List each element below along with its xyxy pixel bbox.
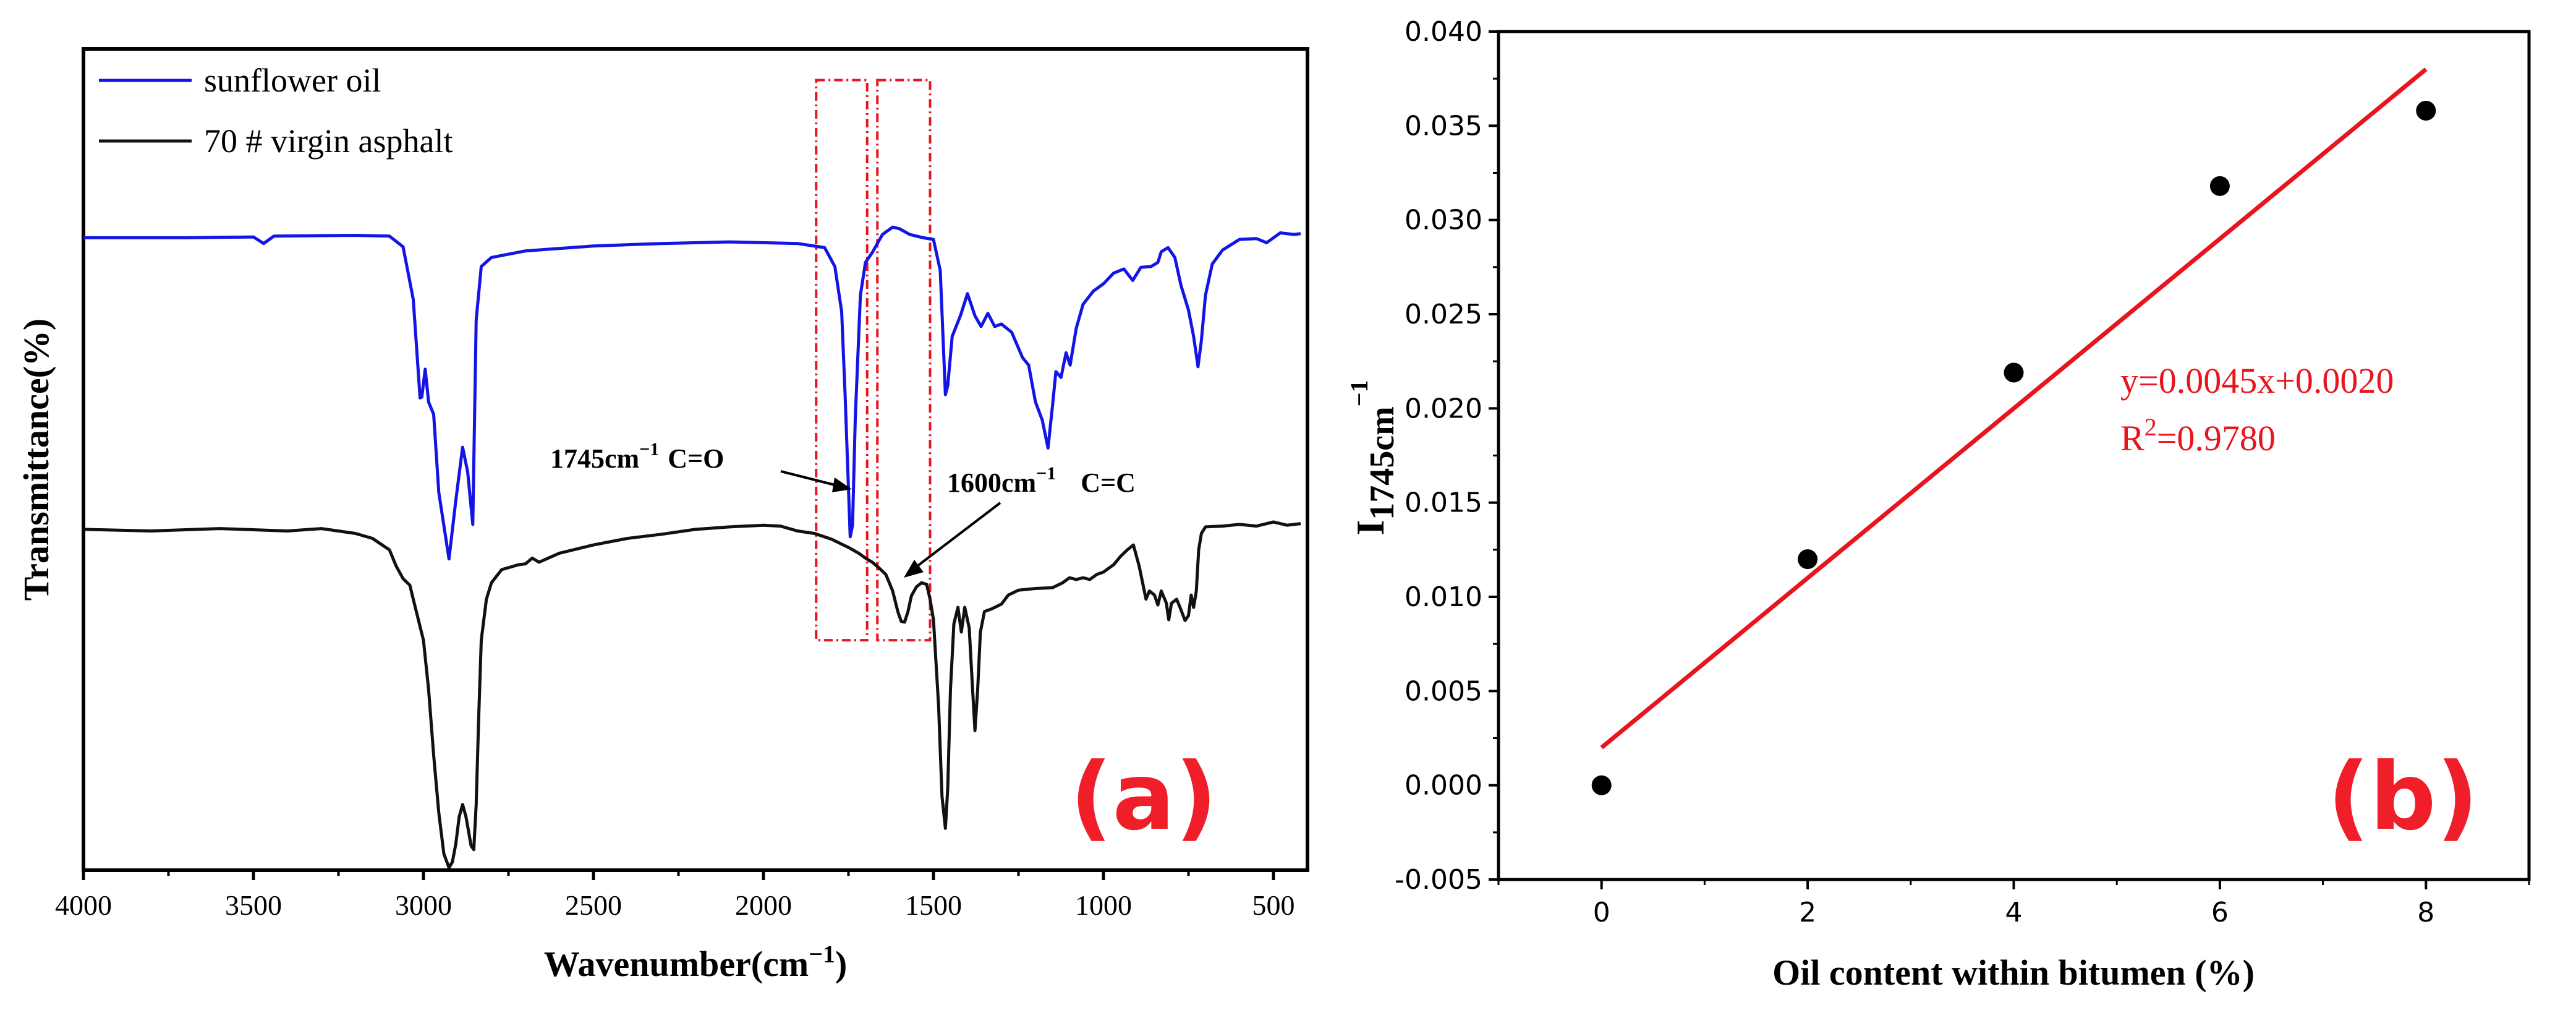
series-line-virgin-asphalt	[83, 520, 1301, 870]
x-tick-label-3500: 3500	[225, 889, 282, 921]
y-tick-label: -0.005	[1395, 864, 1482, 896]
x-tick-label: 4	[2005, 897, 2023, 928]
annotation-carbonyl-arrow	[780, 470, 843, 488]
fit-equation: y=0.0045x+0.0020	[2120, 361, 2394, 401]
y-tick-label: 0.035	[1405, 110, 1482, 142]
x-tick-label: 6	[2211, 897, 2229, 928]
y-tick-label: 0.005	[1405, 675, 1482, 707]
svg-text:1600cm−1C=C: 1600cm−1 C=C	[947, 463, 1136, 498]
x-tick-label-2000: 2000	[735, 889, 792, 921]
fit-line	[1600, 67, 2428, 750]
fit-r-squared: R2=0.9780	[2120, 413, 2276, 458]
y-tick-label: 0.015	[1405, 487, 1482, 519]
panel-label-a: (a)	[1070, 743, 1217, 851]
annotation-carbonyl-arrowhead	[832, 477, 852, 492]
panel-b-y-axis-title: I1745cm−1	[1345, 380, 1401, 535]
x-tick-label-2500: 2500	[565, 889, 622, 921]
annotation-alkene-arrowhead	[904, 560, 924, 578]
panel-a-x-axis-title-sup: −1	[809, 940, 835, 968]
panel-a: 4000 3500 3000 2500 2000 1500 1000 500 sunflowe…	[16, 47, 1309, 984]
legend-label-virgin-asphalt: 70 # virgin asphalt	[204, 122, 453, 160]
panel-a-x-axis-title-end: )	[835, 944, 847, 984]
data-point-4	[2416, 100, 2436, 121]
panel-a-x-axis-title: Wavenumber(cm−1)	[544, 940, 848, 984]
panel-b-y-axis-title-main: I	[1348, 520, 1392, 536]
panel-b: -0.005 0.000 0.005 0.010 0.015 0.020 0.025 0.03…	[1345, 16, 2531, 993]
x-tick-label-500: 500	[1252, 889, 1295, 921]
panel-b-y-axis-title-sub: 1745cm	[1363, 406, 1401, 520]
x-tick-label-1000: 1000	[1075, 889, 1132, 921]
fit-r-squared-prefix: R	[2120, 418, 2145, 458]
x-tick-label: 2	[1799, 897, 1816, 928]
x-tick-label-3000: 3000	[395, 889, 452, 921]
y-tick-label: 0.025	[1405, 299, 1482, 330]
data-point-1	[1798, 549, 1818, 570]
annotation-carbonyl-sup: −1	[639, 439, 659, 460]
annotation-carbonyl-wavenumber: 1745cm	[550, 443, 639, 474]
fit-r-squared-sup: 2	[2145, 413, 2157, 441]
fit-r-squared-value: =0.9780	[2157, 418, 2276, 458]
panel-b-x-axis-title: Oil content within bitumen (%)	[1772, 952, 2255, 993]
series-line-sunflower-oil	[83, 225, 1301, 561]
highlight-box-carbonyl	[815, 79, 869, 642]
x-tick-label-4000: 4000	[55, 889, 112, 921]
y-tick-label: 0.030	[1405, 205, 1482, 236]
y-tick-label: 0.040	[1405, 16, 1482, 48]
panel-a-y-axis-title: Transmittance(%)	[16, 319, 56, 601]
svg-text:1745cm−1C=O: 1745cm−1 C=O	[550, 439, 724, 474]
y-tick-label: 0.000	[1405, 770, 1482, 802]
data-point-2	[2004, 362, 2024, 383]
legend: sunflower oil 70 # virgin asphalt	[99, 62, 453, 160]
panel-b-y-axis-title-sup: −1	[1345, 380, 1373, 406]
annotation-alkene-bond: C=C	[1081, 468, 1136, 498]
legend-label-sunflower-oil: sunflower oil	[204, 62, 381, 99]
panel-a-x-ticks: 4000 3500 3000 2500 2000 1500 1000 500	[55, 870, 1295, 921]
annotation-alkene: 1600cm−1 C=C	[904, 463, 1136, 578]
x-tick-label: 8	[2417, 897, 2434, 928]
annotation-carbonyl-bond: C=O	[668, 443, 724, 474]
data-point-3	[2209, 176, 2230, 196]
highlight-box-alkene	[876, 79, 932, 642]
data-point-0	[1591, 775, 1612, 795]
panel-b-x-ticks: 0 2 4 6 8	[1497, 879, 2530, 928]
annotation-alkene-arrow	[911, 502, 1001, 571]
annotation-carbonyl: 1745cm−1 C=O	[550, 439, 852, 492]
x-tick-label: 0	[1593, 897, 1610, 928]
panel-b-y-ticks: -0.005 0.000 0.005 0.010 0.015 0.020 0.025 0.03…	[1395, 16, 1498, 896]
annotation-alkene-sup: −1	[1036, 463, 1056, 484]
panel-a-frame	[82, 47, 1309, 872]
annotation-alkene-wavenumber: 1600cm	[947, 468, 1036, 498]
data-points	[1591, 100, 2436, 795]
panel-a-x-axis-title-main: Wavenumber(cm	[544, 944, 809, 984]
y-tick-label: 0.010	[1405, 581, 1482, 613]
x-tick-label-1500: 1500	[905, 889, 962, 921]
y-tick-label: 0.020	[1405, 393, 1482, 424]
panel-label-b: (b)	[2327, 743, 2478, 851]
